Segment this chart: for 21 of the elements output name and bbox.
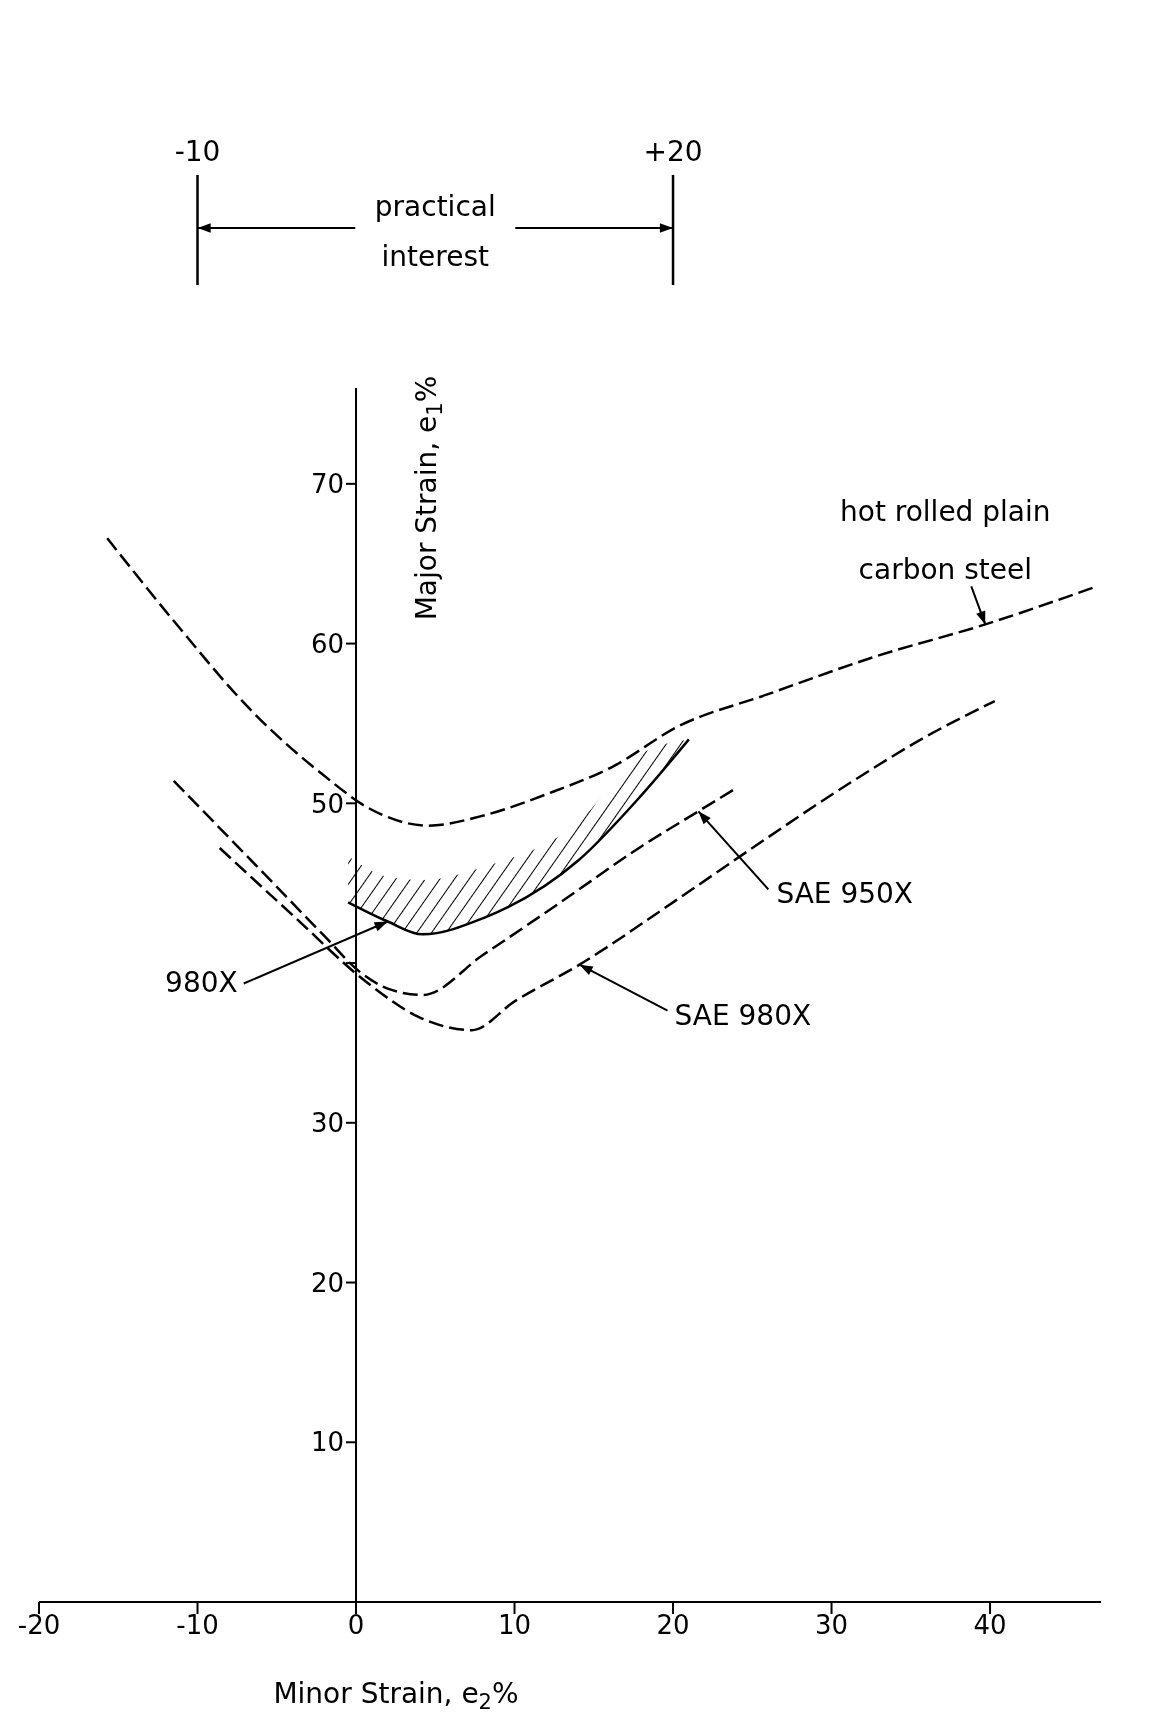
y-tick-label: 70 [310,469,345,500]
text: SAE 980X [674,998,812,1032]
x-tick-label: -20 [17,1610,61,1641]
text: -10 [174,135,221,168]
x-tick-label: 40 [973,1610,1007,1641]
y-tick-label: 30 [310,1108,345,1139]
text: 980X [165,965,238,999]
y-tick-label: 20 [310,1267,345,1298]
text: practical interest [374,190,496,273]
x-tick-label: 20 [656,1610,690,1641]
series-label: hot rolled plain carbon steel [840,495,1051,587]
x-tick-label: 30 [814,1610,849,1641]
x-tick-label: 0 [347,1610,365,1641]
text: +20 [643,135,703,168]
x-tick-label: 10 [497,1610,532,1641]
text: SAE 950X [776,877,914,911]
y-tick-label: 60 [310,628,345,659]
x-axis-title: Minor Strain, e$_{2}$% [273,1677,519,1715]
y-tick-label: 50 [310,788,345,819]
x-tick-label: -10 [176,1610,219,1641]
y-tick-label: 10 [310,1427,345,1458]
